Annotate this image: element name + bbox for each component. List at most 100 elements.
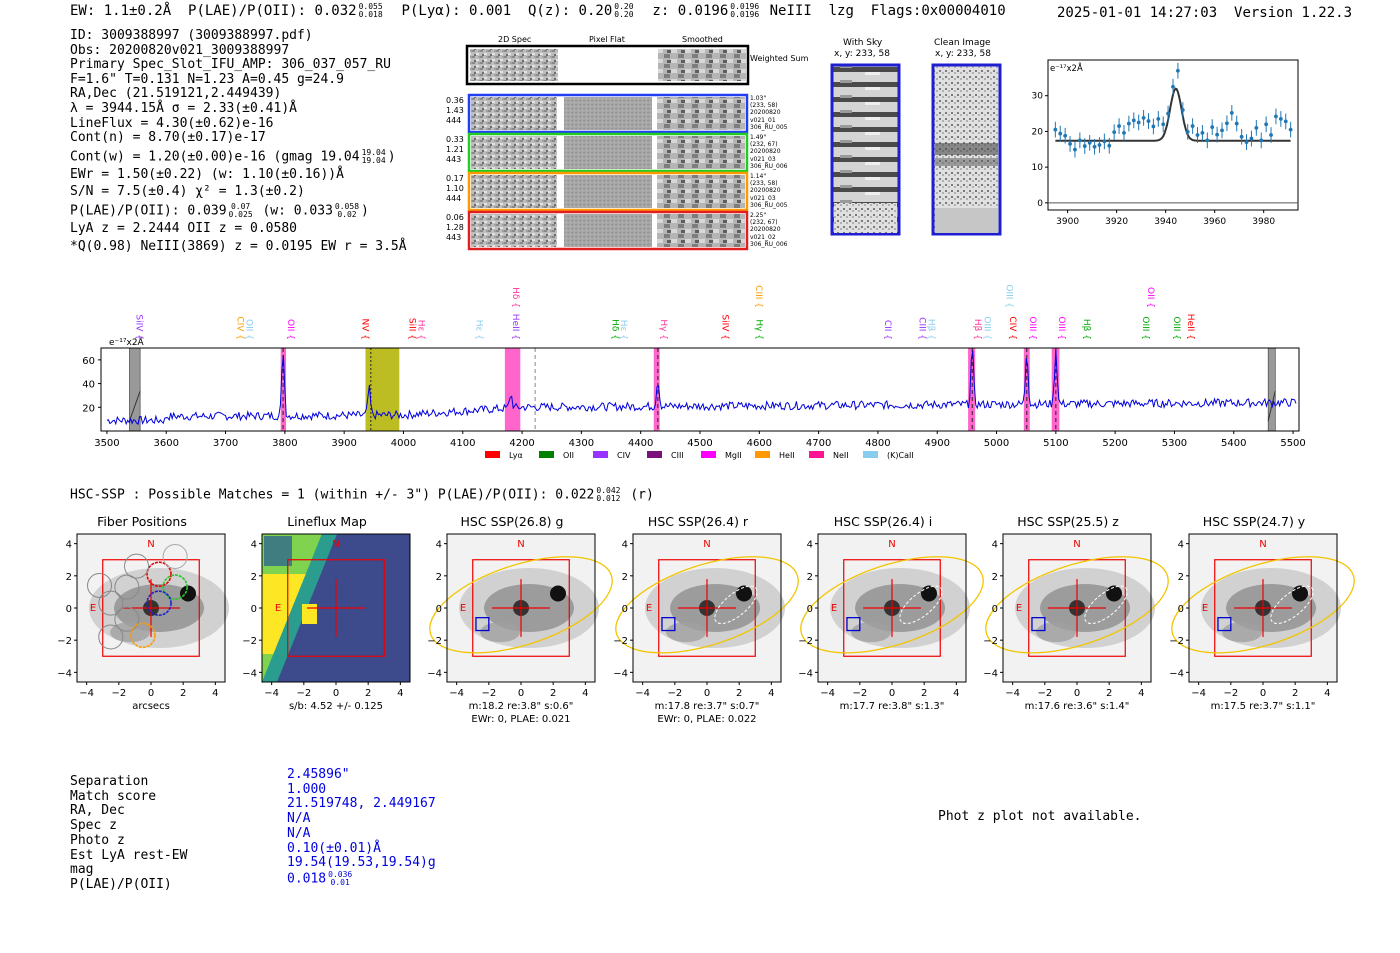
fiber-circle — [98, 624, 124, 650]
spectral-line-label: Hγ { — [753, 319, 763, 340]
galaxy-ellipse — [429, 556, 613, 654]
zoom-point — [1166, 111, 1170, 116]
legend-label: CIV — [617, 451, 631, 460]
line-highlight-band — [1051, 348, 1060, 431]
hsc-ytick-label: −2 — [613, 636, 628, 647]
galaxy-ellipse — [800, 556, 984, 654]
hsc-xtick-label: 4 — [212, 688, 218, 699]
hsc-ytick-label: −4 — [427, 668, 442, 679]
zoom-ytick-label: 10 — [1032, 163, 1044, 173]
hsc-xtick-label: 4 — [582, 688, 588, 699]
zoom-point — [1097, 143, 1102, 147]
line-highlight-band — [1023, 348, 1030, 431]
hsc-xtick-label: −2 — [111, 688, 126, 699]
hsc-ytick-label: 0 — [622, 604, 628, 615]
zoom-point — [1058, 131, 1063, 136]
hsc-xlabel: s/b: 4.52 +/- 0.125 — [289, 701, 383, 712]
with-sky-title: With Sky — [843, 38, 883, 48]
cutout-row-stats: 0.36 1.43 444 — [446, 96, 464, 125]
hsc-ytick-label: −2 — [983, 636, 998, 647]
aperture-box — [843, 559, 941, 657]
spectrum-xtick-label: 5000 — [984, 438, 1009, 449]
zoom-point — [1234, 121, 1239, 126]
zoom-point — [1195, 133, 1200, 137]
zoom-point — [1161, 122, 1166, 127]
hsc-panel-title: HSC SSP(24.7) y — [1202, 514, 1306, 529]
hsc-panel: N E −4 −4 −2 −2 0 0 2 2 4 4 s/b: 4.52 +/- 0.125 — [232, 530, 432, 712]
match-labels: Separation Match score RA, Dec Spec z Photo … — [70, 774, 188, 893]
hsc-panel: N E −4 −4 −2 −2 0 0 2 2 4 4 m:17.6 re:3.6" s:1.4" — [973, 530, 1173, 712]
galaxy-ellipse — [985, 556, 1169, 654]
hsc-panel-title: HSC SSP(25.5) z — [1017, 514, 1119, 529]
hsc-xtick-label: 0 — [333, 688, 339, 699]
detail-block: ID: 3009388997 (3009388997.pdf) Obs: 202… — [70, 28, 407, 254]
spectrum-xtick-label: 3500 — [94, 438, 119, 449]
spectrum-ytick-label: 20 — [82, 403, 95, 414]
spectral-line-label: OIII { — [982, 316, 992, 340]
hsc-panel-title: HSC SSP(26.4) i — [833, 514, 933, 529]
zoom-point — [1151, 124, 1156, 129]
hsc-xtick-label: 2 — [921, 688, 927, 699]
catalog-match-box — [661, 617, 676, 632]
detail-sn: S/N = 7.5(±0.4) χ² = 1.3(±0.2) — [70, 184, 305, 200]
aperture-box — [658, 559, 756, 657]
spectral-line-label: OII { — [1145, 287, 1155, 308]
detail-lambda: λ = 3944.15Å σ = 2.33(±0.41)Å — [70, 100, 297, 116]
spectrum-xtick-label: 3700 — [213, 438, 238, 449]
zoom-point — [1269, 133, 1273, 137]
line-highlight-band — [504, 348, 521, 431]
cutout-row-stats: 0.06 1.28 443 — [446, 213, 464, 242]
hsc-summary: HSC-SSP : Possible Matches = 1 (within +… — [70, 486, 654, 503]
match-value: 0.018 0.036 0.01 — [287, 869, 353, 887]
hsc-xtick-label: −4 — [1005, 688, 1020, 699]
cutout-row-info: 1.14" (233, 58) 20200820 v021_03 306_RU_005 — [750, 173, 788, 209]
zoom-xtick-label: 3960 — [1203, 217, 1226, 227]
spectral-line-label: CIII { — [753, 285, 763, 308]
detail-lya: LyA z = 2.2444 OII z = 0.0580 — [70, 221, 297, 237]
zoom-point — [1264, 122, 1269, 127]
zoom-point — [1239, 134, 1244, 139]
spectrum-xtick-label: 4000 — [391, 438, 416, 449]
north-label: N — [147, 539, 154, 550]
spectrum-xtick-label: 5300 — [1162, 438, 1187, 449]
cutout-row-info: 2.25" (232, 67) 20200820 v021_02 306_RU_006 — [750, 212, 788, 248]
legend-label: MgII — [725, 451, 742, 460]
line-highlight-band — [280, 348, 287, 431]
hsc-ytick-label: 0 — [436, 604, 442, 615]
east-label: E — [1202, 603, 1208, 614]
hsc-sublabel: EWr: 0, PLAE: 0.021 — [471, 714, 570, 725]
match-label: Separation — [70, 774, 149, 789]
hsc-panel-title: Fiber Positions — [97, 514, 187, 529]
with-sky-xy: x, y: 233, 58 — [834, 49, 890, 59]
east-label: E — [646, 603, 652, 614]
hsc-panel: N E −4 −4 −2 −2 0 0 2 2 4 4 m:17.7 re:3.8" s:1.3" — [788, 530, 988, 712]
match-label: Est LyA rest-EW — [70, 847, 188, 863]
detail-radec: RA,Dec (21.519121,2.449439) — [70, 86, 282, 102]
match-values: 2.45896" 1.000 21.519748, 2.449167 N/A N/A 0.… — [287, 767, 436, 887]
source-ellipse — [1270, 585, 1314, 624]
spectrum-xtick-label: 5100 — [1043, 438, 1068, 449]
zoom-point — [1126, 121, 1131, 126]
hsc-xtick-label: 2 — [180, 688, 186, 699]
aperture-box — [1214, 559, 1312, 657]
legend-label: (K)CaII — [887, 451, 914, 460]
zoom-point — [1146, 119, 1151, 123]
legend-swatch — [593, 451, 608, 458]
zoom-xtick-label: 3980 — [1252, 217, 1275, 227]
cutout-grid — [465, 44, 750, 251]
spectral-line-label: CIII { — [916, 317, 926, 340]
cutout-row-info: 1.03" (233, 58) 20200820 v021_01 306_RU_005 — [750, 95, 788, 131]
galaxy-ellipse — [615, 556, 799, 654]
fiber-circle — [162, 544, 188, 570]
line-highlight-band — [968, 348, 976, 431]
detail-primary: Primary Spec_Slot_IFU_AMP: 306_037_057_R… — [70, 57, 391, 73]
hsc-ytick-label: 2 — [622, 572, 628, 583]
zoom-point — [1082, 144, 1087, 148]
hsc-ytick-label: 2 — [992, 572, 998, 583]
zoom-point — [1087, 140, 1092, 145]
hsc-ytick-label: −4 — [242, 668, 257, 679]
spectrum-ytick-label: 60 — [82, 356, 95, 367]
cutout-row-stats: 0.17 1.10 444 — [446, 174, 464, 203]
header-plya: P(Lyα): 0.001 — [401, 3, 512, 19]
spectrum-xtick-label: 4200 — [509, 438, 534, 449]
